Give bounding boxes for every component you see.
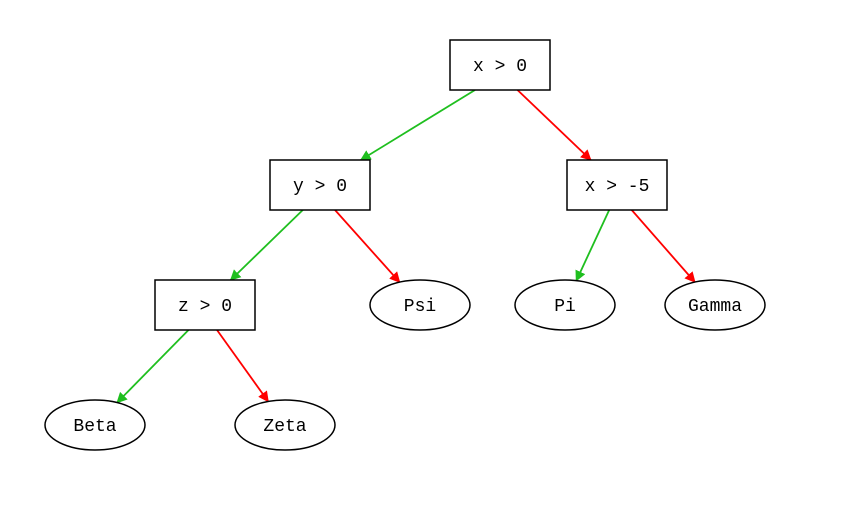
node-label: y > 0	[293, 177, 347, 197]
edge-n3-n8	[217, 330, 268, 402]
node-x--0: x > 0	[450, 40, 550, 90]
edge-n3-n7	[117, 330, 188, 403]
node-label: z > 0	[178, 297, 232, 317]
node-label: Gamma	[688, 297, 742, 317]
node-label: Beta	[73, 417, 116, 437]
edge-n0-n1	[361, 90, 475, 160]
decision-tree-diagram: x > 0 y > 0 x > -5 z > 0 Psi Pi Gamma Beta Zeta	[0, 0, 848, 516]
node-label: Zeta	[263, 417, 306, 437]
node-label: Pi	[554, 297, 576, 317]
node-zeta: Zeta	[235, 400, 335, 450]
edge-n2-n6	[632, 210, 695, 282]
edge-n1-n3	[231, 210, 303, 280]
node-label: x > 0	[473, 57, 527, 77]
node-z--0: z > 0	[155, 280, 255, 330]
node-y--0: y > 0	[270, 160, 370, 210]
edge-n0-n2	[518, 90, 591, 160]
nodes-layer: x > 0 y > 0 x > -5 z > 0 Psi Pi Gamma Beta Zeta	[45, 40, 765, 450]
node-gamma: Gamma	[665, 280, 765, 330]
node-pi: Pi	[515, 280, 615, 330]
node-label: x > -5	[585, 177, 650, 197]
edge-n2-n5	[576, 210, 609, 281]
node-label: Psi	[404, 297, 436, 317]
node-psi: Psi	[370, 280, 470, 330]
node-x---5: x > -5	[567, 160, 667, 210]
edge-n1-n4	[335, 210, 400, 282]
node-beta: Beta	[45, 400, 145, 450]
edges-layer	[117, 90, 695, 403]
